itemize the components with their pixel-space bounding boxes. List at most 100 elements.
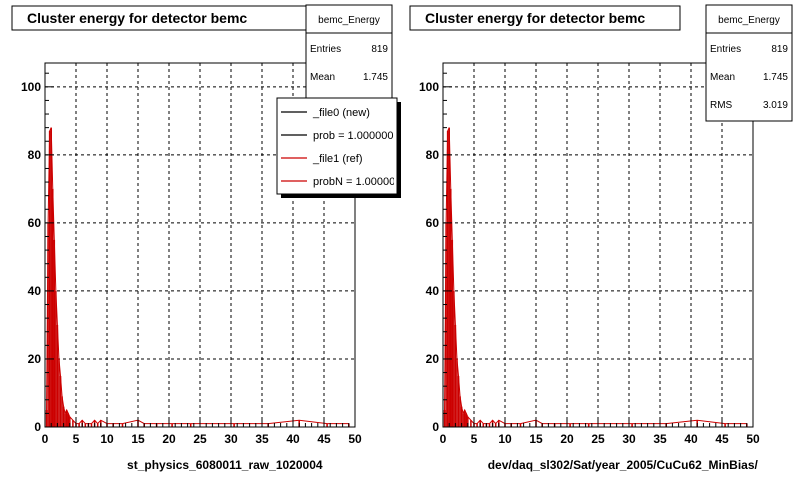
x-tick-label: 0 bbox=[440, 432, 447, 446]
x-tick-label: 5 bbox=[73, 432, 80, 446]
x-tick-label: 50 bbox=[348, 432, 362, 446]
histogram-bar bbox=[233, 423, 235, 427]
histogram-bar bbox=[78, 423, 80, 427]
x-tick-label: 0 bbox=[42, 432, 49, 446]
histogram-bar bbox=[64, 413, 66, 427]
histogram-bar bbox=[72, 420, 74, 427]
title-box bbox=[409, 5, 681, 31]
histogram-bar bbox=[457, 375, 460, 427]
histogram-bar bbox=[451, 239, 454, 427]
histogram-bar bbox=[53, 239, 56, 427]
histogram-bar bbox=[449, 188, 452, 427]
histogram-bar bbox=[69, 416, 71, 427]
y-tick-label: 60 bbox=[28, 216, 42, 230]
y-tick-label: 20 bbox=[28, 352, 42, 366]
histogram-bar bbox=[448, 127, 450, 428]
x-tick-label: 5 bbox=[471, 432, 478, 446]
histogram-bar bbox=[463, 409, 466, 427]
stats-value: 3.019 bbox=[763, 100, 788, 111]
y-tick-label: 40 bbox=[28, 284, 42, 298]
legend-entry: _file1 (ref) bbox=[312, 153, 363, 165]
x-tick-label: 45 bbox=[715, 432, 729, 446]
histogram-bar bbox=[65, 409, 68, 427]
histogram-outline bbox=[46, 127, 349, 427]
x-tick-label: 30 bbox=[622, 432, 636, 446]
stats-name: bemc_Energy bbox=[718, 15, 780, 26]
histogram-bar bbox=[84, 423, 87, 427]
x-tick-label: 30 bbox=[224, 432, 238, 446]
histogram-bar bbox=[519, 423, 522, 427]
stats-label: Entries bbox=[710, 44, 741, 55]
histogram-bar bbox=[96, 423, 99, 427]
x-tick-label: 40 bbox=[684, 432, 698, 446]
histogram-bar bbox=[56, 324, 59, 427]
histogram-bar bbox=[189, 423, 192, 427]
histogram-bar bbox=[460, 406, 463, 427]
histogram-bar bbox=[631, 423, 633, 427]
legend-entry: probN = 1.000000 bbox=[313, 176, 401, 188]
legend-box bbox=[276, 97, 398, 195]
y-tick-label: 60 bbox=[426, 216, 440, 230]
y-tick-label: 80 bbox=[28, 148, 42, 162]
histogram-bar bbox=[724, 423, 726, 427]
histogram-bar bbox=[61, 396, 63, 427]
stats-box bbox=[305, 4, 393, 113]
stats-value: 1.745 bbox=[763, 72, 788, 83]
histogram-panel-2: 0 5 10 15 20 25 30 35 40 45 50 0 20 40 60 80 100 dev/daq_… bbox=[409, 4, 793, 472]
y-tick-label: 0 bbox=[432, 420, 439, 434]
chart-title: Cluster energy for detector bemc bbox=[425, 10, 645, 26]
histogram-bar bbox=[51, 188, 54, 427]
histogram-bar bbox=[494, 423, 497, 427]
histogram-bar bbox=[456, 358, 458, 427]
histogram-bar bbox=[47, 222, 49, 427]
histogram-bar bbox=[453, 290, 455, 427]
histogram-bar bbox=[459, 396, 461, 427]
histogram-bar bbox=[171, 423, 173, 427]
histogram-bar bbox=[62, 406, 65, 427]
histogram-outline bbox=[444, 127, 747, 427]
stats-box bbox=[705, 4, 793, 122]
y-tick-label: 100 bbox=[419, 80, 439, 94]
histogram-bar bbox=[67, 413, 70, 427]
histogram-bar bbox=[476, 423, 478, 427]
histogram-bar bbox=[445, 222, 447, 427]
y-tick-label: 20 bbox=[426, 352, 440, 366]
x-tick-label: 15 bbox=[529, 432, 543, 446]
x-axis-title: dev/daq_sl302/Sat/year_2005/CuCu62_MinBi… bbox=[488, 458, 759, 472]
stats-value: 819 bbox=[771, 44, 788, 55]
x-tick-label: 35 bbox=[255, 432, 269, 446]
stats-name: bemc_Energy bbox=[318, 15, 380, 26]
histogram-bar bbox=[470, 420, 472, 427]
y-tick-label: 80 bbox=[426, 148, 440, 162]
histogram-bar bbox=[467, 416, 469, 427]
stats-value: 819 bbox=[371, 44, 388, 55]
legend-entry: prob = 1.000000 bbox=[313, 130, 393, 142]
stats-label: Entries bbox=[310, 44, 341, 55]
histogram-bar bbox=[90, 423, 93, 427]
histogram-bar bbox=[326, 423, 328, 427]
chart-title: Cluster energy for detector bemc bbox=[27, 10, 247, 26]
histogram-bar bbox=[569, 423, 571, 427]
x-tick-label: 40 bbox=[286, 432, 300, 446]
x-tick-label: 10 bbox=[498, 432, 512, 446]
x-axis-title: st_physics_6080011_raw_1020004 bbox=[127, 458, 323, 472]
histogram-panel-1: 0 5 10 15 20 25 30 35 40 45 50 0 20 40 60 80 100 st_physi… bbox=[11, 4, 401, 472]
x-tick-label: 10 bbox=[100, 432, 114, 446]
x-tick-label: 50 bbox=[746, 432, 760, 446]
histogram-bar bbox=[55, 290, 57, 427]
histogram-bar bbox=[50, 127, 52, 428]
stats-label: RMS bbox=[710, 100, 733, 111]
x-tick-label: 35 bbox=[653, 432, 667, 446]
histogram-bar bbox=[446, 131, 449, 427]
x-tick-label: 25 bbox=[193, 432, 207, 446]
histogram-bar bbox=[465, 413, 468, 427]
histogram-bar bbox=[462, 413, 464, 427]
histogram-bar bbox=[454, 324, 457, 427]
x-tick-label: 15 bbox=[131, 432, 145, 446]
stats-value: 1.745 bbox=[363, 72, 388, 83]
stats-label: Mean bbox=[710, 72, 735, 83]
histogram-bar bbox=[587, 423, 590, 427]
histogram-bar bbox=[58, 358, 60, 427]
histogram-bar bbox=[48, 131, 51, 427]
